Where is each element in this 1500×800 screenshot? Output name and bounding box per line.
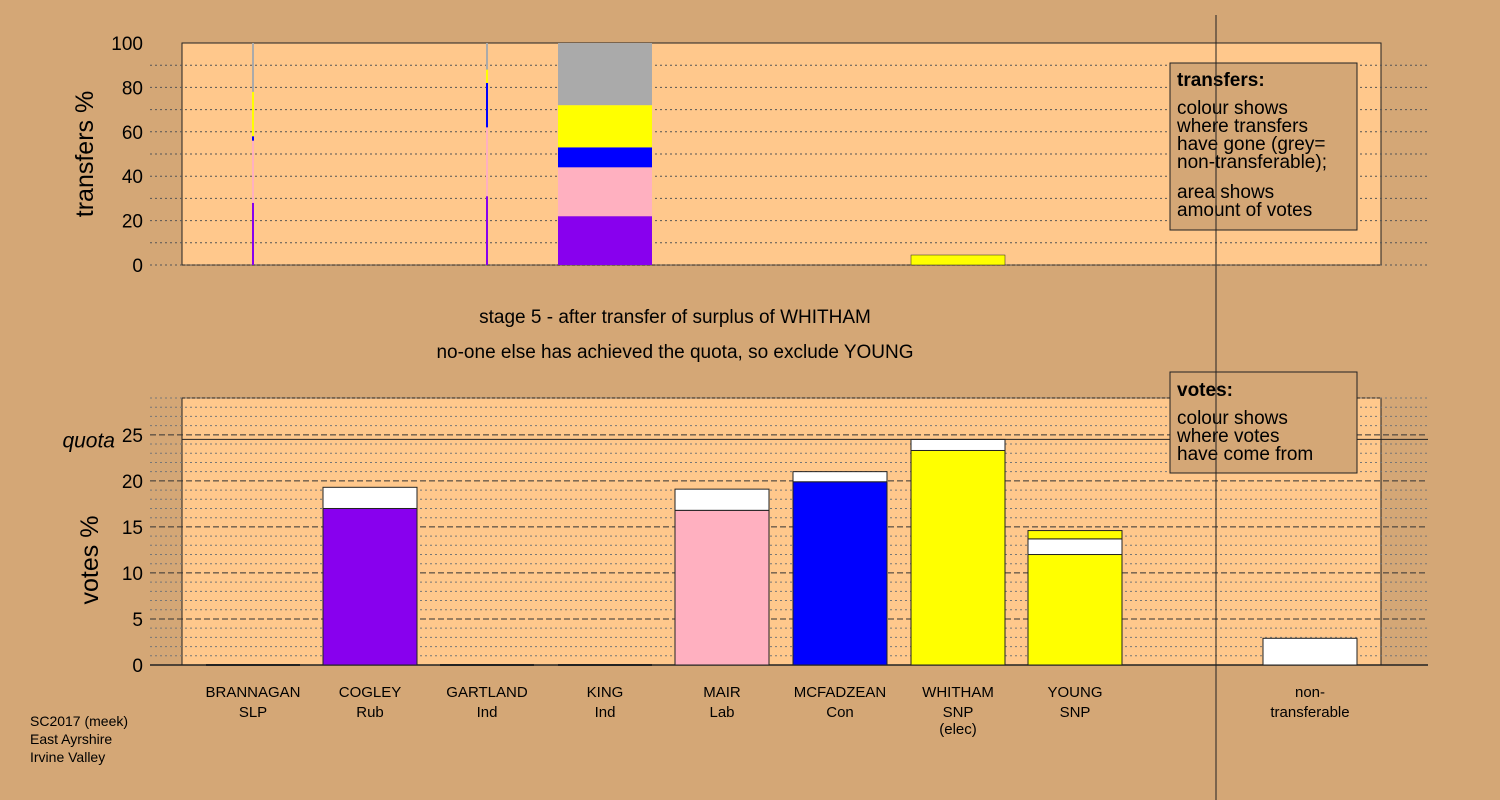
candidate-name: WHITHAM [922, 684, 994, 701]
vote-bar-extra-young [1027, 530, 1123, 540]
vote-bar-transferred-whitham [910, 438, 1006, 451]
transfer-segment-gartland [486, 69, 488, 83]
votes-bars [206, 438, 1358, 666]
votes-y-axis-label: votes % [76, 516, 104, 605]
transfers-y-ticks: 0 20 40 60 80 100 [111, 34, 143, 277]
transfer-segment-brannagan [252, 136, 254, 141]
candidate-party: Rub [356, 704, 384, 721]
vote-bar-first-mair [674, 509, 770, 666]
transfers-legend-line: have gone (grey= [1177, 134, 1325, 155]
votes-y-tick-label: 25 [122, 426, 143, 447]
votes-legend-line: have come from [1177, 444, 1313, 465]
votes-y-tick-label: 5 [132, 610, 143, 631]
candidate-party: Ind [595, 704, 616, 721]
transfers-legend-line: non-transferable); [1177, 152, 1327, 173]
transfers-y-axis-label: transfers % [71, 91, 99, 217]
quota-label: quota [62, 429, 115, 452]
transfers-y-tick-label: 80 [122, 78, 143, 99]
transfers-legend-line: amount of votes [1177, 200, 1312, 221]
votes-y-tick-label: 15 [122, 518, 143, 539]
vote-bar-transferred-young [1027, 538, 1123, 556]
transfers-bars [252, 43, 1006, 266]
vote-bar-first-young [1027, 554, 1123, 666]
votes-y-tick-label: 10 [122, 564, 143, 585]
nontransferable-label: transferable [1270, 704, 1349, 721]
candidate-party: Lab [709, 704, 734, 721]
transfer-segment-gartland [486, 82, 488, 128]
transfer-segment-outline [910, 254, 1006, 266]
footer-ward: Irvine Valley [30, 749, 105, 765]
vote-bar-transferred-mcfadzean [792, 471, 888, 483]
candidate-name: KING [587, 684, 624, 701]
transfers-legend-box [1169, 62, 1358, 231]
transfer-segment-king [558, 105, 652, 148]
candidate-name: GARTLAND [446, 684, 528, 701]
vote-bar-transferred-mair [674, 488, 770, 511]
transfer-segment-gartland [486, 43, 488, 70]
votes-legend-line: where votes [1176, 426, 1279, 447]
vote-bar-first-mcfadzean [792, 481, 888, 666]
transfers-y-tick-label: 20 [122, 212, 143, 233]
transfer-segment-gartland [486, 127, 488, 197]
transfer-segment-brannagan [252, 202, 254, 265]
votes-legend-line: colour shows [1177, 408, 1288, 429]
stage-description: stage 5 - after transfer of surplus of W… [479, 307, 871, 328]
transfer-segment-brannagan [252, 91, 254, 137]
transfer-segment-whitham [911, 255, 1005, 265]
votes-y-tick-label: 0 [132, 656, 143, 677]
candidate-party: Ind [477, 704, 498, 721]
votes-y-tick-label: 20 [122, 472, 143, 493]
transfer-segment-gartland [486, 196, 488, 265]
transfers-y-tick-label: 40 [122, 167, 143, 188]
vote-bar-transferred-cogley [322, 486, 418, 509]
transfer-segment-brannagan [252, 43, 254, 92]
transfers-y-tick-label: 0 [132, 256, 143, 277]
stage-action: no-one else has achieved the quota, so e… [436, 342, 913, 363]
candidate-party: SNP [943, 704, 974, 721]
transfer-segment-brannagan [252, 140, 254, 203]
votes-legend-title: votes: [1177, 380, 1233, 401]
footer-council: East Ayrshire [30, 731, 112, 747]
candidate-status: (elec) [939, 721, 977, 738]
candidate-party: SLP [239, 704, 267, 721]
votes-panel: 0 5 10 15 20 25 quota votes % votes: colour s… [62, 371, 1428, 738]
transfer-segment-king [558, 167, 652, 217]
transfer-segment-king [558, 43, 652, 106]
nontransferable-label: non- [1295, 684, 1325, 701]
vote-bar-nontransferable [1262, 637, 1358, 666]
transfer-segment-king [558, 147, 652, 168]
transfers-legend-line: colour shows [1177, 98, 1288, 119]
candidate-name: MAIR [703, 684, 741, 701]
transfers-legend-line: area shows [1177, 182, 1274, 203]
candidate-name: YOUNG [1047, 684, 1102, 701]
vote-bar-first-cogley [322, 507, 418, 666]
transfers-y-tick-label: 60 [122, 123, 143, 144]
votes-legend-box [1169, 371, 1358, 474]
transfers-legend: transfers: colour shows where transfers … [1169, 62, 1358, 231]
candidate-labels: BRANNAGAN SLP COGLEY Rub GARTLAND Ind KING Ind M… [205, 684, 1349, 738]
candidate-name: BRANNAGAN [205, 684, 300, 701]
transfers-y-tick-label: 100 [111, 34, 143, 55]
footer-election: SC2017 (meek) [30, 713, 128, 729]
transfers-panel: 0 20 40 60 80 100 transfers % transfers: colo… [71, 34, 1428, 277]
candidate-party: Con [826, 704, 854, 721]
candidate-name: MCFADZEAN [794, 684, 887, 701]
transfers-legend-line: where transfers [1176, 116, 1308, 137]
transfers-legend-title: transfers: [1177, 70, 1265, 91]
vote-bar-first-whitham [910, 449, 1006, 666]
candidate-party: SNP [1060, 704, 1091, 721]
votes-y-ticks: 0 5 10 15 20 25 [122, 426, 143, 677]
votes-legend: votes: colour shows where votes have com… [1169, 371, 1358, 474]
candidate-name: COGLEY [339, 684, 402, 701]
transfer-segment-king [558, 216, 652, 265]
